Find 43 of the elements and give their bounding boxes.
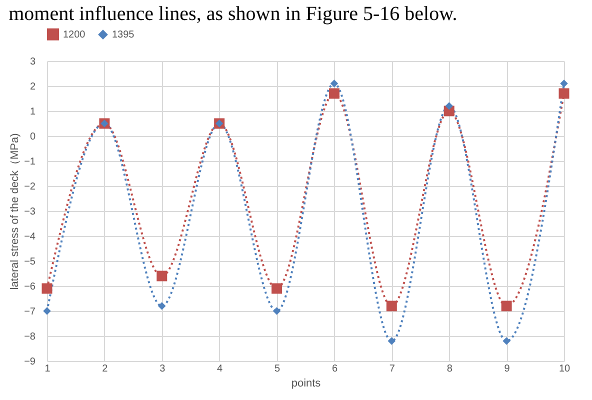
legend-label: 1200	[63, 29, 86, 40]
point	[330, 80, 338, 88]
y-tick-label: −8	[24, 332, 36, 342]
point	[502, 337, 510, 345]
y-tick-label: −7	[24, 306, 36, 318]
point	[386, 300, 397, 312]
x-tick-label: 10	[558, 364, 570, 374]
point	[328, 88, 340, 99]
text: moment influence lines, as shown in Figure 5-16 below.	[8, 3, 458, 25]
x-tick-label: 9	[504, 364, 510, 374]
point	[272, 307, 281, 315]
point	[156, 270, 168, 282]
point	[445, 102, 453, 110]
point	[558, 88, 570, 99]
x-tick-label: 4	[217, 364, 224, 374]
y-tick-label: 3	[30, 56, 36, 68]
point	[158, 302, 166, 310]
x-tick-label: 2	[102, 364, 108, 374]
y-tick-label: 2	[30, 82, 36, 92]
y-axis-title: lateral stress of the deck（MPa)	[9, 133, 22, 290]
x-tick-label: 7	[389, 364, 396, 374]
x-tick-label: 6	[332, 364, 338, 374]
x-tick-label: 1	[44, 364, 51, 374]
y-tick-label: −6	[24, 282, 36, 292]
x-tick-label: 3	[160, 364, 166, 374]
point	[560, 80, 568, 88]
y-tick-label: −2	[24, 182, 36, 192]
y-tick-label: −3	[24, 206, 36, 218]
y-tick-label: −5	[24, 256, 36, 268]
point	[501, 300, 512, 312]
point	[42, 283, 52, 294]
point	[43, 307, 51, 315]
y-tick-label: 0	[30, 132, 36, 142]
y-tick-label: 1	[30, 106, 36, 118]
x-tick-label: 8	[446, 364, 453, 374]
legend-label: 1395	[112, 30, 135, 41]
x-axis-title: points	[291, 378, 322, 390]
x-tick-label: 5	[274, 364, 280, 374]
y-tick-label: −9	[24, 356, 36, 368]
point	[272, 283, 282, 294]
y-tick-label: −1	[24, 156, 36, 168]
y-tick-label: −4	[24, 232, 36, 242]
point	[388, 337, 396, 345]
